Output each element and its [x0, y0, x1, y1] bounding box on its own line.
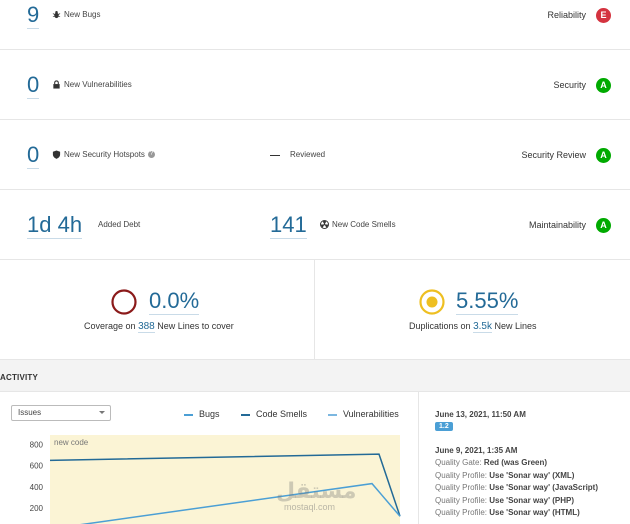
event-item: Quality Profile: Use 'Sonar way' (JavaSc… — [435, 483, 599, 492]
new-code-smells-value[interactable]: 141 — [270, 212, 307, 239]
coverage-ring-icon — [111, 289, 137, 315]
activity-heading: ACTIVITY — [0, 373, 39, 382]
legend-bugs[interactable]: Bugs — [184, 409, 220, 419]
version-badge[interactable]: 1.2 — [435, 422, 453, 431]
events-sidebar: June 13, 2021, 11:50 AM 1.2 June 9, 2021… — [418, 392, 630, 524]
reviewed-label: Reviewed — [290, 150, 326, 159]
security-label: Security — [553, 80, 586, 90]
new-hotspots-label: New Security Hotspots? — [52, 149, 155, 161]
help-icon[interactable]: ? — [147, 151, 155, 159]
hotspots-row: 0 New Security Hotspots? Reviewed Securi… — [0, 120, 630, 190]
new-bugs-value[interactable]: 9 — [27, 2, 40, 29]
security-rating-badge[interactable]: A — [596, 78, 611, 93]
y-tick-label: 200 — [30, 504, 44, 513]
reviewed-dash — [270, 155, 280, 156]
new-bugs-label: New Bugs — [52, 9, 100, 21]
maintainability-row: 1d 4h Added Debt 141 New Code Smells Mai… — [0, 190, 630, 260]
event-item: Quality Gate: Red (was Green) — [435, 458, 548, 467]
graph-type-select[interactable]: Issues — [11, 405, 111, 421]
coverage-duplications-panel: 0.0% Coverage on 388 New Lines to cover … — [0, 260, 630, 360]
reliability-label: Reliability — [547, 10, 586, 20]
chevron-down-icon — [99, 411, 105, 414]
added-debt-label: Added Debt — [98, 220, 141, 229]
y-tick-label: 800 — [30, 441, 44, 450]
new-code-smells-label: New Code Smells — [320, 219, 396, 231]
bug-icon — [52, 11, 61, 19]
duplications-value[interactable]: 5.55% — [456, 288, 519, 315]
series-line-code-smells — [49, 453, 401, 517]
duplications-caption: Duplications on 3.5k New Lines — [409, 321, 537, 333]
legend-code-smells[interactable]: Code Smells — [241, 409, 307, 419]
y-tick-label: 600 — [30, 462, 44, 471]
graph-type-value: Issues — [18, 408, 42, 417]
watermark-logo: مستقل — [276, 478, 357, 503]
added-debt-value[interactable]: 1d 4h — [27, 212, 83, 239]
security-review-rating-badge[interactable]: A — [596, 148, 611, 163]
watermark-url: mostaql.com — [284, 502, 336, 512]
new-vulnerabilities-value[interactable]: 0 — [27, 72, 40, 99]
new-code-label: new code — [54, 438, 89, 447]
event-item: Quality Profile: Use 'Sonar way' (HTML) — [435, 508, 580, 517]
reliability-rating-badge[interactable]: E — [596, 8, 611, 23]
new-hotspots-value[interactable]: 0 — [27, 142, 40, 169]
coverage-lines-link[interactable]: 388 — [138, 321, 155, 333]
security-review-label: Security Review — [521, 150, 586, 160]
divider — [314, 260, 315, 360]
legend-vulnerabilities[interactable]: Vulnerabilities — [328, 409, 399, 419]
coverage-caption: Coverage on 388 New Lines to cover — [84, 321, 234, 333]
activity-panel: Issues Bugs Code Smells Vulnerabilities … — [0, 391, 630, 524]
event-date: June 13, 2021, 11:50 AM — [435, 410, 526, 419]
activity-chart[interactable]: new code 800 600 400 200 — [0, 432, 418, 524]
shield-icon — [52, 150, 61, 160]
y-tick-label: 400 — [30, 483, 44, 492]
event-item: Quality Profile: Use 'Sonar way' (XML) — [435, 471, 575, 480]
duplications-lines-link[interactable]: 3.5k — [473, 321, 492, 333]
event-date: June 9, 2021, 1:35 AM — [435, 446, 518, 455]
legend-swatch — [241, 413, 250, 416]
duplications-ring-icon — [419, 289, 445, 315]
maintainability-rating-badge[interactable]: A — [596, 218, 611, 233]
vulnerabilities-row: 0 New Vulnerabilities Security A — [0, 50, 630, 120]
event-item: Quality Profile: Use 'Sonar way' (PHP) — [435, 496, 574, 505]
new-code-area — [50, 435, 400, 524]
radiation-icon — [320, 220, 329, 230]
legend-swatch — [184, 413, 193, 416]
maintainability-label: Maintainability — [528, 220, 586, 230]
lock-icon — [53, 80, 60, 89]
series-line-bugs — [80, 482, 401, 524]
legend-swatch — [328, 413, 337, 416]
coverage-value[interactable]: 0.0% — [149, 288, 200, 315]
new-vulnerabilities-label: New Vulnerabilities — [52, 79, 132, 91]
bugs-row: 9 New Bugs Reliability E — [0, 0, 630, 50]
